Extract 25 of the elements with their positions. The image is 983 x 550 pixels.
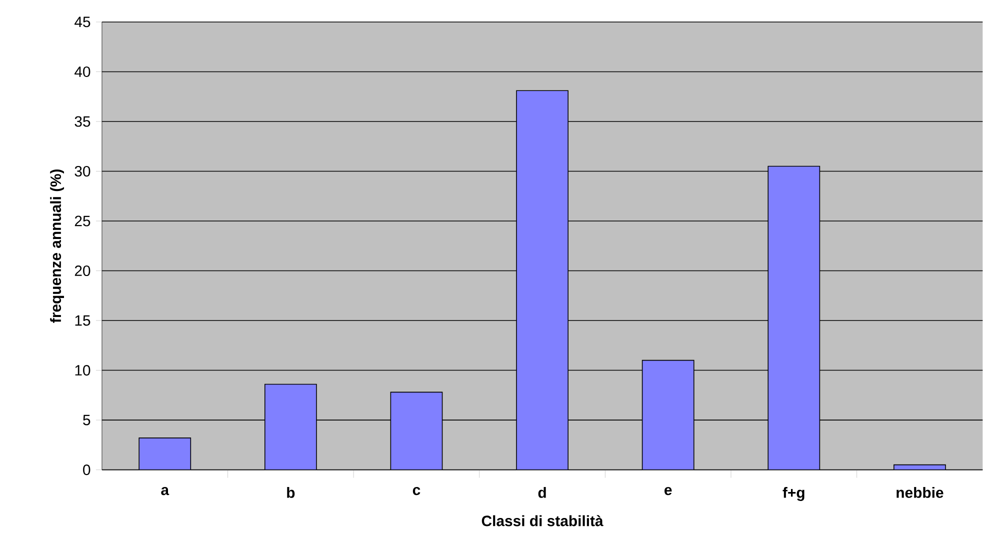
y-tick-label: 45 bbox=[74, 16, 90, 28]
y-tick-label: 30 bbox=[74, 166, 90, 177]
x-tick-label: nebbie bbox=[896, 487, 944, 498]
y-tick-label: 40 bbox=[74, 66, 90, 78]
bar bbox=[516, 90, 568, 470]
y-tick-label: 25 bbox=[74, 216, 90, 226]
x-tick-label: e bbox=[664, 487, 672, 496]
x-tick-label: b bbox=[287, 487, 295, 498]
x-tick-label: c bbox=[412, 487, 420, 496]
x-tick-label: a bbox=[161, 487, 170, 496]
bar bbox=[264, 384, 317, 470]
y-tick-label: 15 bbox=[75, 315, 90, 326]
y-tick-label: 10 bbox=[75, 365, 90, 376]
bar bbox=[390, 392, 443, 470]
x-tick-label: d bbox=[538, 487, 546, 498]
y-tick-label: 20 bbox=[74, 266, 90, 276]
x-axis-title: Classi di stabilità bbox=[482, 515, 604, 526]
bar bbox=[768, 166, 820, 470]
y-tick-label: 5 bbox=[83, 414, 90, 426]
bar bbox=[642, 360, 694, 470]
y-axis-title: frequenze annuali (%) bbox=[50, 170, 64, 323]
bar bbox=[138, 438, 192, 470]
x-tick-label: f+g bbox=[782, 487, 804, 502]
y-tick-label: 35 bbox=[74, 116, 90, 127]
y-tick-label: 0 bbox=[83, 464, 90, 476]
